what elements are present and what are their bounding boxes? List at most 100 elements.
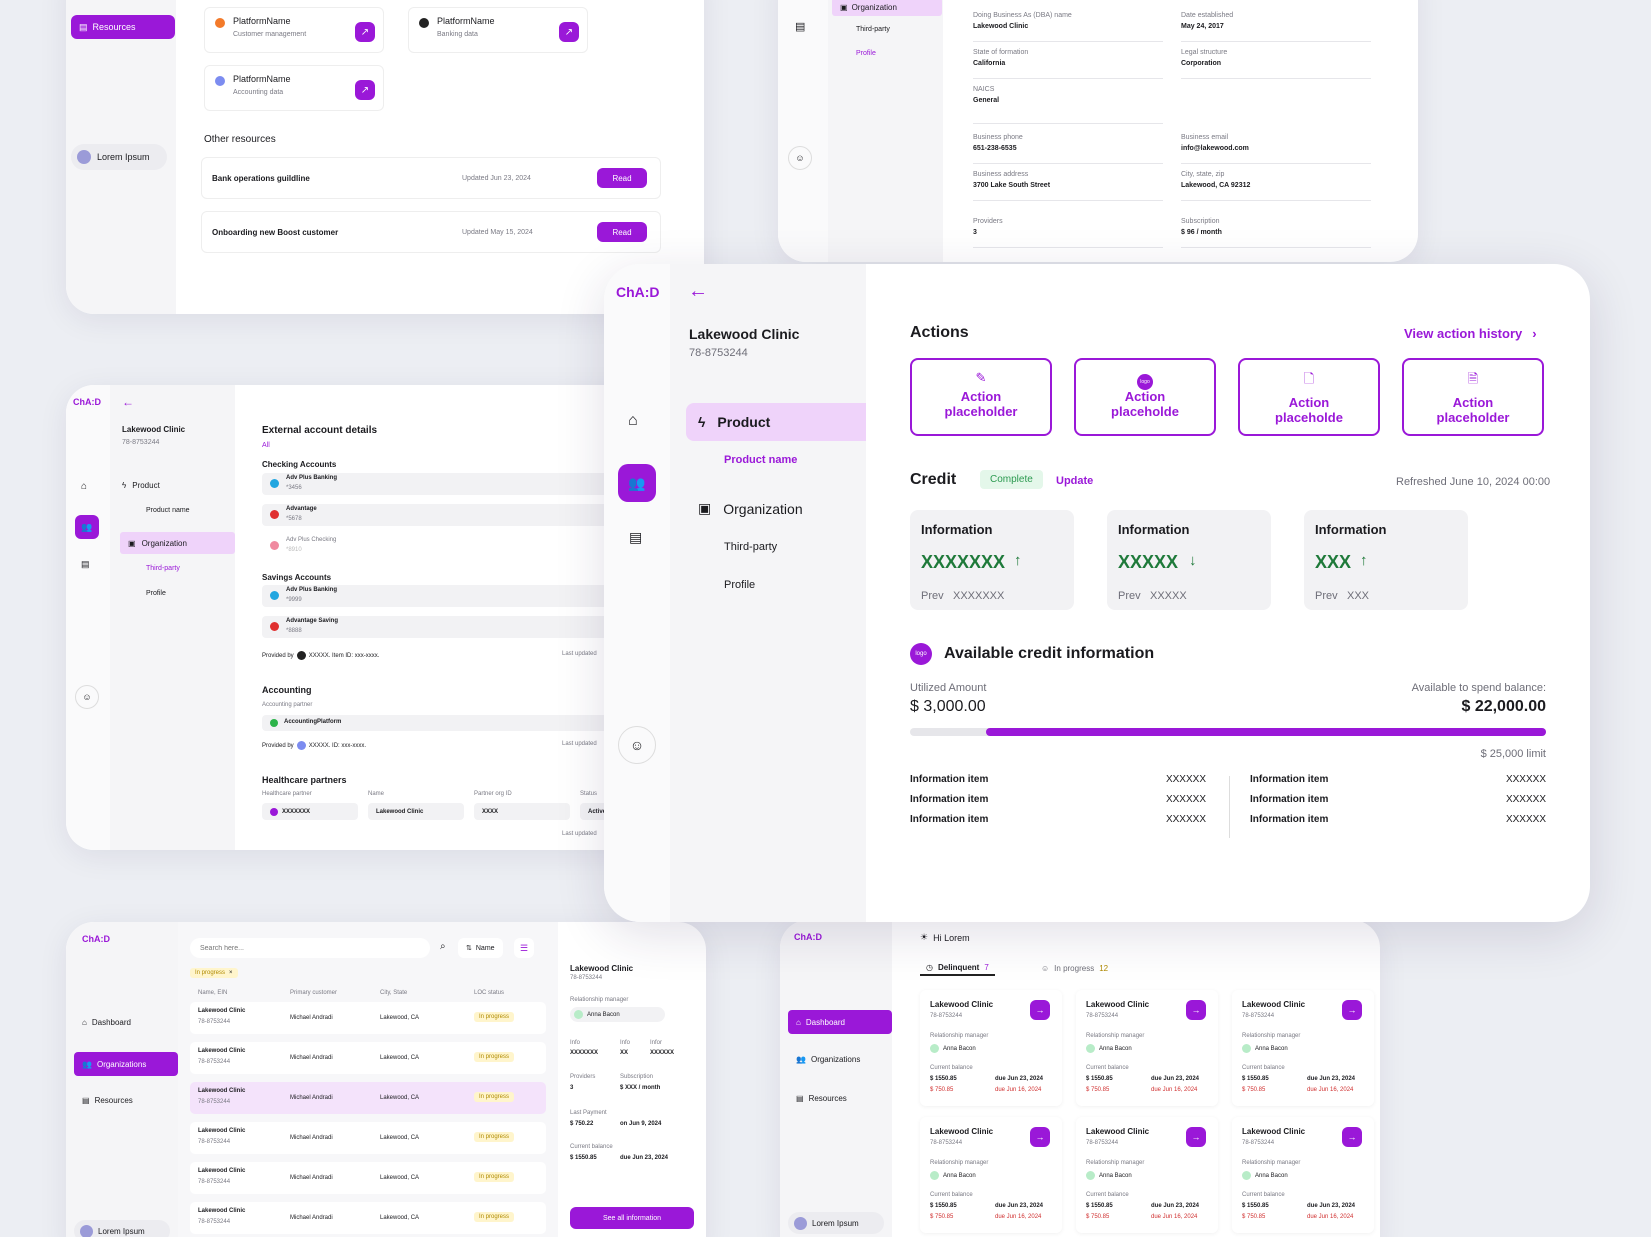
account-row[interactable]: Advantage *5678 — [262, 504, 682, 526]
user-chip[interactable]: Lorem Ipsum — [74, 1220, 170, 1237]
view-action-history-link[interactable]: View action history › — [1404, 326, 1537, 341]
rm: Anna Bacon — [1242, 1044, 1288, 1053]
nav-product-name[interactable]: Product name — [146, 507, 190, 514]
open-arrow-icon[interactable]: → — [1186, 1127, 1206, 1147]
tab-delinquent[interactable]: ◷ Delinquent 7 — [920, 960, 995, 976]
open-arrow-icon[interactable]: → — [1030, 1000, 1050, 1020]
user-icon[interactable]: ☺ — [788, 146, 812, 170]
tab-in-progress[interactable]: ☺ In progress 12 — [1041, 963, 1109, 973]
open-arrow-icon[interactable]: → — [1342, 1127, 1362, 1147]
buildings-icon[interactable]: ▤ — [81, 559, 90, 569]
filter-all[interactable]: All — [262, 442, 270, 449]
nav-product[interactable]: ϟ Product — [122, 481, 160, 490]
profile-subnav: ▣ Organization Third-party Profile — [828, 0, 943, 262]
user-chip[interactable]: Lorem Ipsum — [71, 144, 167, 170]
action-card[interactable]: 🗋 Action placeholde — [1238, 358, 1380, 436]
edit-icon: ✎ — [975, 370, 987, 385]
open-arrow-icon[interactable]: → — [1030, 1127, 1050, 1147]
see-all-button[interactable]: See all information — [570, 1207, 694, 1229]
divider — [1229, 776, 1230, 838]
people-icon[interactable]: 👥 — [75, 515, 99, 539]
nav-profile[interactable]: Profile — [724, 579, 756, 591]
open-arrow-icon[interactable]: ↗ — [355, 22, 375, 42]
clinic-card[interactable]: Lakewood Clinic 78-8753244 → Relationshi… — [1232, 1117, 1374, 1233]
search-icon[interactable]: ⌕ — [440, 941, 446, 952]
nav-resources[interactable]: ▤ Resources — [82, 1096, 133, 1105]
read-button[interactable]: Read — [597, 168, 647, 188]
user-chip[interactable]: Lorem Ipsum — [788, 1212, 884, 1234]
filter-icon[interactable]: ☰ — [514, 938, 534, 958]
home-icon[interactable]: ⌂ — [81, 481, 88, 492]
action-card[interactable]: ✎ Action placeholder — [910, 358, 1052, 436]
table-row[interactable]: Lakewood Clinic 78-8753244 Michael Andra… — [190, 1122, 546, 1154]
nav-third-party[interactable]: Third-party — [146, 565, 180, 572]
spend-label: Available to spend balance: — [1411, 682, 1546, 694]
user-icon[interactable]: ☺ — [618, 726, 656, 764]
status-badge: In progress — [474, 1092, 515, 1102]
read-button[interactable]: Read — [597, 222, 647, 242]
nav-organization[interactable]: ▣ Organization — [698, 500, 803, 517]
platform-card[interactable]: PlatformName Customer management ↗ — [204, 7, 384, 53]
nav-product-name[interactable]: Product name — [724, 454, 798, 466]
close-icon[interactable]: × — [229, 970, 233, 976]
nav-dashboard[interactable]: ⌂ Dashboard — [82, 1018, 131, 1027]
filter-chip[interactable]: In progress × — [190, 968, 238, 978]
account-row[interactable]: Adv Plus Checking *8910 — [262, 535, 682, 557]
action-card[interactable]: logo Action placeholde — [1074, 358, 1216, 436]
user-icon[interactable]: ☺ — [75, 685, 99, 709]
nav-third-party[interactable]: Third-party — [856, 26, 890, 33]
open-arrow-icon[interactable]: → — [1186, 1000, 1206, 1020]
table-row[interactable]: Lakewood Clinic 78-8753244 Michael Andra… — [190, 1042, 546, 1074]
open-arrow-icon[interactable]: ↗ — [355, 80, 375, 100]
back-arrow-icon[interactable]: ← — [122, 395, 134, 409]
nav-organization[interactable]: ▣ Organization — [832, 0, 942, 16]
platform-logo-icon — [215, 76, 225, 86]
buildings-icon[interactable]: ▤ — [629, 529, 643, 545]
nav-resources[interactable]: ▤ Resources — [796, 1094, 847, 1103]
nav-profile[interactable]: Profile — [146, 590, 166, 597]
info-item: Information item XXXXXX — [910, 814, 1206, 825]
account-row[interactable]: Adv Plus Banking *9999 — [262, 585, 682, 607]
account-row[interactable]: AccountingPlatform — [262, 715, 682, 731]
savings-title: Savings Accounts — [262, 573, 332, 582]
table-row[interactable]: Lakewood Clinic 78-8753244 Michael Andra… — [190, 1082, 546, 1114]
nav-organization[interactable]: ▣ Organization — [120, 532, 235, 554]
update-link[interactable]: Update — [1056, 475, 1094, 487]
people-icon: 👥 — [82, 1059, 92, 1069]
platform-card[interactable]: PlatformName Banking data ↗ — [408, 7, 588, 53]
table-row[interactable]: Lakewood Clinic 78-8753244 Michael Andra… — [190, 1002, 546, 1034]
nav-product[interactable]: ϟ Product — [686, 403, 866, 441]
resource-item[interactable]: Onboarding new Boost customer Updated Ma… — [201, 211, 661, 253]
back-arrow-icon[interactable]: ← — [688, 280, 708, 302]
table-row[interactable]: Lakewood Clinic 78-8753244 Michael Andra… — [190, 1162, 546, 1194]
table-row[interactable]: Lakewood Clinic 78-8753244 Michael Andra… — [190, 1202, 546, 1234]
nav-third-party[interactable]: Third-party — [724, 541, 778, 553]
open-arrow-icon[interactable]: ↗ — [559, 22, 579, 42]
buildings-icon[interactable]: ▤ — [795, 21, 806, 33]
nav-organizations[interactable]: 👥 Organizations — [74, 1052, 178, 1076]
account-row[interactable]: Advantage Saving *8888 — [262, 616, 682, 638]
account-row[interactable]: Adv Plus Banking *3456 — [262, 473, 682, 495]
nav-profile[interactable]: Profile — [856, 50, 876, 57]
info-item: Information item XXXXXX — [910, 774, 1206, 785]
info-item: Information item XXXXXX — [1250, 774, 1546, 785]
sort-button[interactable]: ⇅ Name — [458, 938, 503, 958]
clinic-card[interactable]: Lakewood Clinic 78-8753244 → Relationshi… — [920, 990, 1062, 1106]
clinic-card[interactable]: Lakewood Clinic 78-8753244 → Relationshi… — [1076, 990, 1218, 1106]
nav-resources[interactable]: ▤ Resources — [71, 15, 175, 39]
people-icon[interactable]: 👥 — [618, 464, 656, 502]
refreshed-time: Refreshed June 10, 2024 00:00 — [1396, 476, 1551, 488]
search-input[interactable] — [190, 938, 430, 958]
avail-logo-icon: logo — [910, 643, 932, 665]
home-icon[interactable]: ⌂ — [628, 412, 638, 429]
platform-card[interactable]: PlatformName Accounting data ↗ — [204, 65, 384, 111]
clinic-card[interactable]: Lakewood Clinic 78-8753244 → Relationshi… — [1076, 1117, 1218, 1233]
open-arrow-icon[interactable]: → — [1342, 1000, 1362, 1020]
action-card[interactable]: 🗎 Action placeholder — [1402, 358, 1544, 436]
clinic-card[interactable]: Lakewood Clinic 78-8753244 → Relationshi… — [920, 1117, 1062, 1233]
nav-organizations[interactable]: 👥 Organizations — [796, 1055, 861, 1064]
nav-dashboard[interactable]: ⌂ Dashboard — [788, 1010, 892, 1034]
accounting-title: Accounting — [262, 685, 312, 695]
resource-item[interactable]: Bank operations guildline Updated Jun 23… — [201, 157, 661, 199]
clinic-card[interactable]: Lakewood Clinic 78-8753244 → Relationshi… — [1232, 990, 1374, 1106]
